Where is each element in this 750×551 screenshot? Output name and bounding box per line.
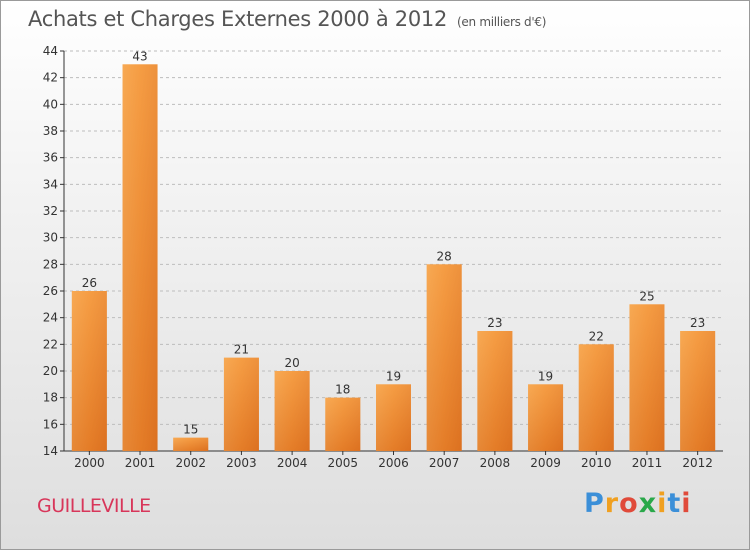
chart-title-text: Achats et Charges Externes 2000 à 2012 <box>28 7 448 31</box>
y-tick-label: 44 <box>43 44 58 58</box>
town-name: GUILLEVILLE <box>37 495 151 517</box>
bar-shade <box>274 371 310 451</box>
y-tick-label: 18 <box>43 391 58 405</box>
y-tick-label: 16 <box>43 417 58 431</box>
x-tick-label: 2008 <box>480 456 511 470</box>
x-tick-label: 2003 <box>226 456 257 470</box>
data-label: 25 <box>639 289 654 303</box>
y-tick-label: 32 <box>43 204 58 218</box>
bar-shade <box>578 344 614 451</box>
logo-letter: r <box>604 488 620 519</box>
y-tick-label: 34 <box>43 177 58 191</box>
data-label: 43 <box>132 49 147 63</box>
data-label: 19 <box>538 369 553 383</box>
logo-letter: i <box>681 488 692 519</box>
data-label: 21 <box>234 343 249 357</box>
bar-shade <box>528 384 564 451</box>
bar-shade <box>629 304 665 451</box>
y-tick-label: 42 <box>43 71 58 85</box>
x-tick-label: 2001 <box>125 456 156 470</box>
data-label: 20 <box>284 356 299 370</box>
bar-shade <box>376 384 411 451</box>
y-tick-label: 20 <box>43 364 58 378</box>
data-label: 19 <box>386 369 401 383</box>
y-tick-label: 30 <box>43 231 58 245</box>
y-tick-label: 24 <box>43 311 58 325</box>
data-label: 18 <box>335 383 350 397</box>
x-tick-label: 2004 <box>277 456 308 470</box>
x-tick-label: 2009 <box>530 456 561 470</box>
y-tick-label: 36 <box>43 151 58 165</box>
data-label: 23 <box>487 316 502 330</box>
bar-shade <box>426 264 462 451</box>
x-tick-label: 2010 <box>581 456 612 470</box>
y-tick-label: 40 <box>43 97 58 111</box>
bar-shade <box>325 397 361 451</box>
bar-shade <box>122 64 158 452</box>
x-tick-label: 2011 <box>632 456 663 470</box>
y-tick-label: 22 <box>43 337 58 351</box>
y-tick-label: 28 <box>43 257 58 271</box>
logo-letter: x <box>638 488 658 519</box>
y-tick-label: 26 <box>43 284 58 298</box>
logo-letter: P <box>584 488 605 519</box>
logo-letter: i <box>657 488 668 519</box>
chart-subtitle: (en milliers d'€) <box>457 15 547 29</box>
data-label: 22 <box>589 329 604 343</box>
logo-letter: o <box>619 488 639 519</box>
bar-shade <box>223 357 259 451</box>
x-tick-label: 2005 <box>328 456 359 470</box>
x-tick-label: 2000 <box>74 456 105 470</box>
y-tick-label: 14 <box>43 444 58 458</box>
data-label: 26 <box>82 276 97 290</box>
y-tick-label: 38 <box>43 124 58 138</box>
bar-shade <box>71 291 107 451</box>
logo-letter: t <box>667 488 682 519</box>
bar-shade <box>173 437 209 451</box>
x-tick-label: 2006 <box>378 456 409 470</box>
data-label: 28 <box>437 249 452 263</box>
x-tick-label: 2007 <box>429 456 460 470</box>
data-label: 15 <box>183 423 198 437</box>
bar-shade <box>680 331 716 451</box>
chart-title: Achats et Charges Externes 2000 à 2012 (e… <box>28 7 546 31</box>
bar-shade <box>477 331 513 451</box>
x-tick-label: 2012 <box>682 456 713 470</box>
data-label: 23 <box>690 316 705 330</box>
x-tick-label: 2002 <box>175 456 206 470</box>
proxiti-logo: Proxiti <box>584 488 692 519</box>
